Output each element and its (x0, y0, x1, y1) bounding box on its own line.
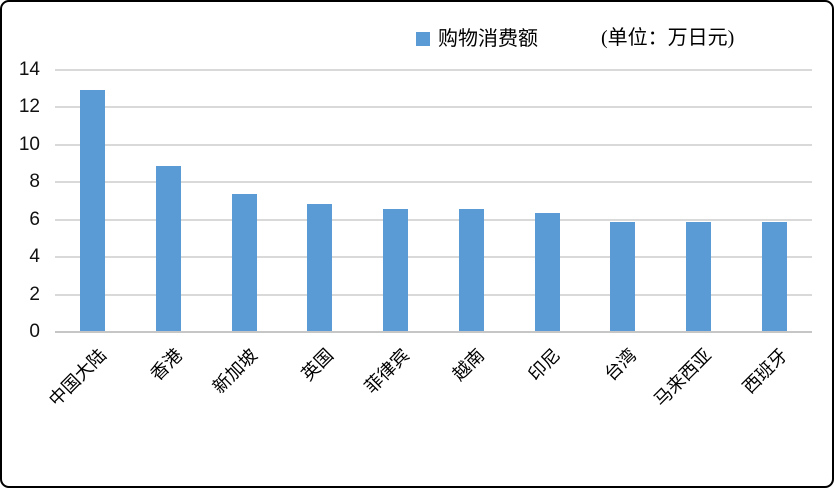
x-axis-line (55, 331, 812, 333)
y-gridline (55, 181, 812, 184)
x-axis-label: 英国 (297, 345, 338, 385)
y-tick-label: 2 (29, 283, 40, 305)
y-gridline (55, 293, 812, 296)
x-axis-label: 菲律宾 (360, 345, 413, 398)
y-gridline (55, 143, 812, 146)
bar (383, 209, 409, 331)
x-axis-label: 新加坡 (209, 345, 262, 398)
x-axis-label: 西班牙 (738, 345, 792, 398)
x-axis-label: 马来西亚 (650, 345, 716, 411)
legend-swatch-icon (416, 32, 430, 46)
y-tick-label: 4 (29, 246, 40, 268)
bar (307, 203, 333, 331)
x-axis-label: 香港 (146, 345, 186, 385)
bar (685, 222, 711, 331)
y-tick-label: 0 (29, 321, 40, 342)
y-tick-label: 14 (18, 59, 40, 80)
bar (458, 209, 484, 331)
x-axis-label: 越南 (448, 345, 489, 385)
y-tick-label: 12 (18, 96, 40, 118)
y-gridline (55, 106, 812, 109)
bar (534, 213, 560, 331)
y-gridline (55, 218, 812, 221)
y-gridline (55, 69, 812, 71)
x-axis-label: 中国大陆 (44, 345, 111, 411)
bar (610, 222, 636, 331)
y-tick-label: 6 (29, 208, 40, 230)
y-gridline (55, 256, 812, 259)
x-axis-label: 印尼 (524, 345, 565, 385)
unit-label: (单位：万日元) (601, 27, 735, 49)
bar (761, 222, 787, 331)
y-tick-label: 8 (29, 171, 40, 193)
legend-label: 购物消费额 (438, 28, 538, 50)
plot-area (55, 69, 812, 333)
bar (156, 166, 182, 331)
x-axis-label: 台湾 (600, 345, 640, 385)
y-tick-label: 10 (18, 133, 40, 155)
bar (80, 89, 106, 331)
bar (231, 194, 257, 331)
legend: 购物消费额 (416, 29, 538, 49)
